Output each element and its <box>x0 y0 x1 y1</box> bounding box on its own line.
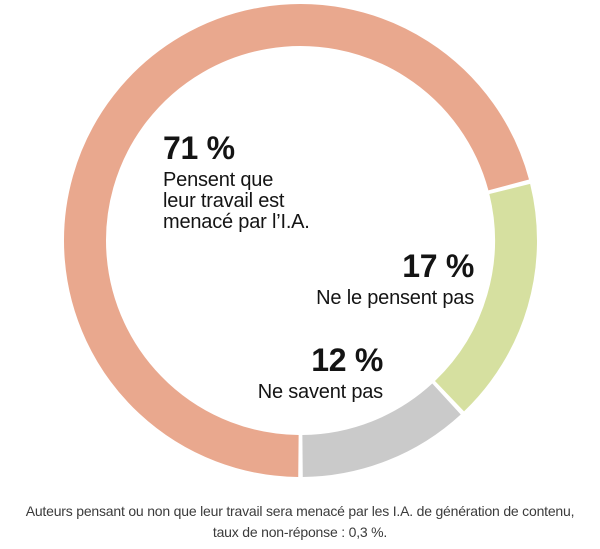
segment-label-71-line1: Pensent que <box>163 169 274 191</box>
segment-label-71-line3: menacé par l’I.A. <box>163 211 310 233</box>
segment-label-block-17: 17 % Ne le pensent pas <box>316 248 474 309</box>
segment-label-17: Ne le pensent pas <box>316 287 474 309</box>
donut-segment-17 <box>434 183 537 412</box>
segment-label-71-line2: leur travail est <box>163 190 285 212</box>
chart-caption-line2: taux de non-réponse : 0,3 %. <box>212 524 388 540</box>
chart-caption-line1: Auteurs pensant ou non que leur travail … <box>25 503 575 519</box>
segment-label-block-71: 71 % Pensent que leur travail est menacé… <box>163 130 310 233</box>
segment-value-12: 12 % <box>311 342 383 378</box>
segment-label-12: Ne savent pas <box>257 381 383 403</box>
donut-segment-12 <box>301 383 461 477</box>
segment-value-17: 17 % <box>402 248 474 284</box>
donut-segment-71 <box>64 4 529 477</box>
segment-value-71: 71 % <box>163 130 235 166</box>
segment-label-block-12: 12 % Ne savent pas <box>257 342 384 403</box>
chart-caption: Auteurs pensant ou non que leur travail … <box>0 501 600 543</box>
